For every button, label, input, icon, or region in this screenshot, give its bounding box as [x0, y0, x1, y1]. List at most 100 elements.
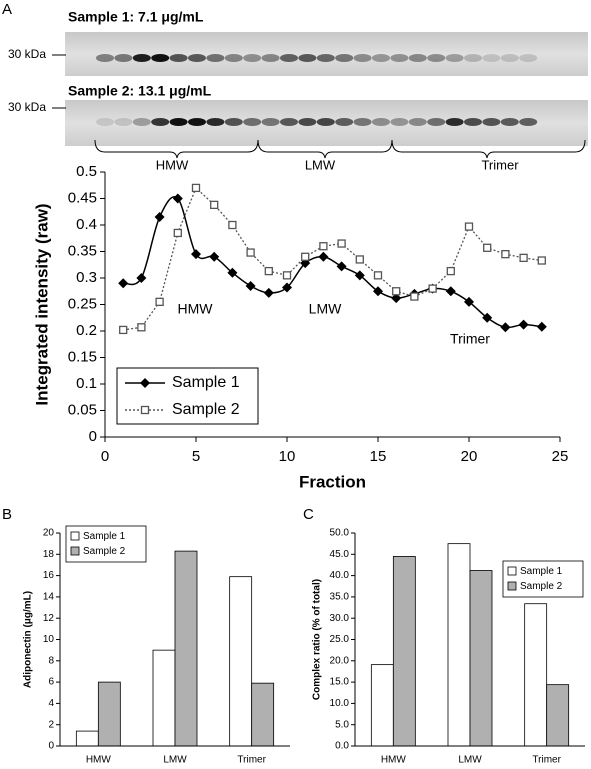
y-tick-label: 6 — [48, 677, 54, 688]
bar — [370, 664, 394, 747]
point — [119, 325, 128, 335]
point — [373, 271, 383, 280]
gel-band — [353, 54, 372, 62]
gel-strip — [65, 32, 588, 76]
legend-marker — [140, 405, 150, 415]
x-tick-label: 20 — [461, 448, 478, 465]
y-tick-label: 5.0 — [335, 719, 349, 730]
y-tick-label: 0.5 — [76, 163, 97, 180]
gel-band — [372, 118, 390, 126]
gel-band — [151, 118, 170, 126]
bracket-label: HMW — [156, 157, 189, 172]
y-tick-label: 0 — [48, 741, 54, 752]
panel-label: C — [303, 506, 314, 523]
y-tick-label: 0.45 — [68, 189, 97, 206]
y-tick-label: 16 — [43, 570, 55, 581]
annotation: HMW — [178, 301, 214, 317]
point — [537, 256, 546, 265]
point — [483, 243, 492, 252]
gel-band — [169, 118, 188, 126]
point — [282, 282, 292, 293]
y-tick-label: 20 — [43, 528, 55, 539]
point — [391, 293, 402, 304]
y-tick-label: 8 — [48, 655, 54, 666]
gel-band — [316, 54, 335, 62]
bar — [447, 543, 471, 747]
point — [445, 286, 456, 297]
point — [536, 321, 547, 332]
point — [482, 312, 493, 323]
bar — [469, 570, 493, 747]
point — [155, 297, 164, 307]
point — [319, 242, 328, 251]
y-tick-label: 0.1 — [76, 375, 97, 392]
panel-label: A — [2, 1, 12, 18]
y-tick-label: 40.0 — [330, 570, 350, 581]
gel-band — [482, 118, 501, 126]
gel-band — [132, 54, 151, 62]
gel-band — [96, 54, 114, 62]
point — [464, 296, 474, 307]
y-tick-label: 18 — [43, 549, 55, 560]
gel-band — [500, 118, 519, 126]
bar — [229, 576, 253, 747]
x-tick-label: 10 — [279, 448, 296, 465]
legend-label: Sample 2 — [172, 401, 240, 418]
legend-marker — [140, 378, 150, 388]
y-tick-label: 20.0 — [330, 655, 350, 666]
gel-band — [519, 54, 538, 62]
point — [245, 280, 256, 291]
gel-band — [390, 54, 409, 62]
x-tick-label: LMW — [458, 755, 482, 766]
point — [318, 251, 329, 262]
bar — [174, 550, 198, 747]
legend-swatch — [507, 581, 517, 591]
point — [118, 278, 129, 289]
gel-band — [519, 118, 538, 126]
gel-band — [243, 118, 262, 126]
bar — [75, 730, 99, 747]
legend-swatch — [507, 566, 517, 576]
gel-band — [298, 54, 317, 62]
marker-label: 30 kDa — [8, 100, 46, 114]
marker-label: 30 kDa — [8, 47, 46, 61]
gel-band — [316, 118, 335, 126]
gel-band — [188, 54, 206, 62]
gel-band — [427, 54, 446, 62]
gel-band — [298, 118, 317, 126]
point — [210, 200, 219, 210]
gel-band — [261, 118, 280, 126]
point — [446, 266, 455, 276]
y-tick-label: 35.0 — [330, 592, 350, 603]
gel-band — [372, 54, 390, 62]
point — [428, 284, 437, 293]
bar — [524, 603, 548, 747]
series-line — [123, 186, 542, 331]
x-tick-label: 15 — [370, 448, 387, 465]
gel-band — [224, 54, 243, 62]
gel-band — [132, 118, 151, 126]
gel-band — [114, 54, 133, 62]
gel-band — [169, 54, 188, 62]
y-tick-label: 30.0 — [330, 613, 350, 624]
gel-band — [445, 118, 464, 126]
point — [264, 266, 273, 276]
point — [263, 287, 274, 298]
lane-title: Sample 1: 7.1 μg/mL — [68, 9, 204, 25]
annotation: Trimer — [450, 331, 490, 347]
point — [501, 249, 510, 259]
gel-band — [114, 118, 133, 126]
y-tick-label: 14 — [43, 592, 55, 603]
point — [336, 261, 347, 272]
y-tick-label: 0.15 — [68, 348, 97, 365]
legend-box — [116, 367, 259, 425]
point — [500, 322, 511, 333]
y-tick-label: 15.0 — [330, 677, 350, 688]
bar — [251, 682, 275, 747]
y-axis-label: Integrated intensity (raw) — [32, 203, 51, 405]
gel-band — [280, 118, 298, 126]
point — [154, 212, 165, 223]
gel-band — [390, 118, 409, 126]
gel-band — [408, 118, 427, 126]
panel-label: B — [2, 506, 12, 523]
